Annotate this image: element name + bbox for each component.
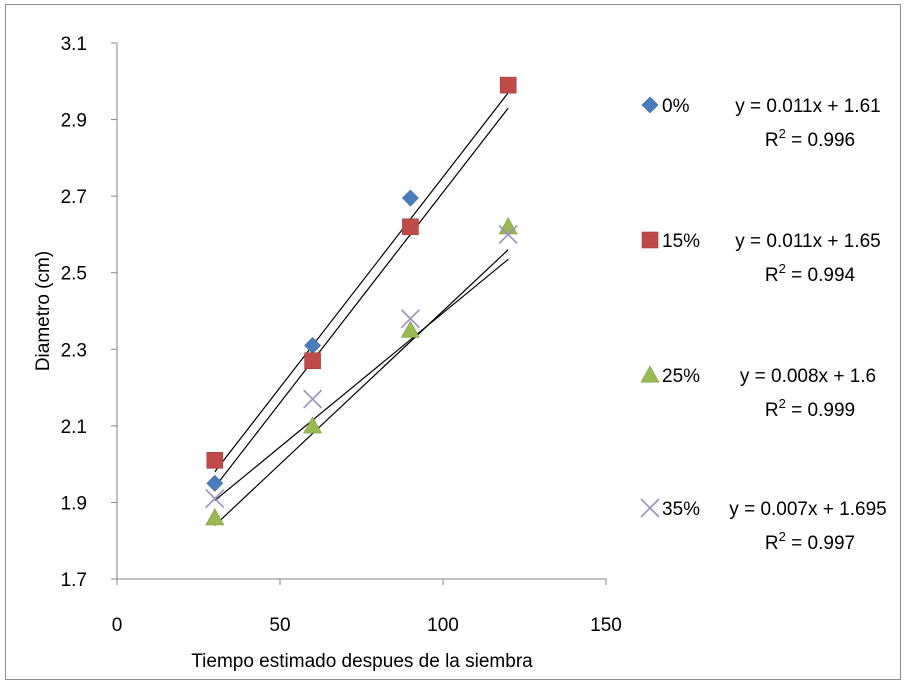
x-tick-label: 100 xyxy=(427,615,459,636)
legend-label: 0% xyxy=(662,96,690,117)
point-0pct-30 xyxy=(206,474,224,492)
point-35pct-30 xyxy=(205,489,225,509)
trendline-equation: y = 0.008x + 1.6 xyxy=(740,366,876,387)
y-tick-label: 2.1 xyxy=(61,417,87,438)
axes: 1.7 1.9 2.1 2.3 2.5 2.7 2.9 3.1 0 50 100 150 Tiempo … xyxy=(33,34,622,672)
legend-marker xyxy=(641,231,659,249)
trendline-25pct xyxy=(214,249,509,526)
point-15pct-60 xyxy=(304,352,321,370)
legend-entry-0pct: 0% y = 0.011x + 1.61 R2 = 0.996 xyxy=(641,96,881,151)
point-15pct-120 xyxy=(499,76,517,94)
trendline-equation: y = 0.011x + 1.65 xyxy=(735,231,880,252)
point-25pct-30 xyxy=(205,508,225,526)
point-0pct-60 xyxy=(304,337,322,354)
point-15pct-90 xyxy=(402,218,419,236)
r-squared-label: R2 = 0.994 xyxy=(765,261,856,286)
data-markers xyxy=(205,76,518,526)
legend-marker xyxy=(640,498,660,518)
r-squared-label: R2 = 0.996 xyxy=(765,126,855,151)
point-25pct-60 xyxy=(303,416,323,434)
trendline-35pct xyxy=(214,258,509,501)
trendline-15pct xyxy=(214,92,509,473)
legend-entry-35pct: 35% y = 0.007x + 1.695 R2 = 0.997 xyxy=(640,498,887,554)
point-0pct-90 xyxy=(401,189,419,207)
legend-label: 35% xyxy=(662,499,700,520)
legend: 0% y = 0.011x + 1.61 R2 = 0.996 15% y = 0.01… xyxy=(640,96,887,554)
y-tick-label: 3.1 xyxy=(61,34,87,55)
trendline-equation: y = 0.011x + 1.61 xyxy=(735,96,880,117)
r-squared-label: R2 = 0.997 xyxy=(765,529,855,554)
legend-entry-25pct: 25% y = 0.008x + 1.6 R2 = 0.999 xyxy=(640,365,876,421)
legend-label: 15% xyxy=(662,231,700,252)
legend-entry-15pct: 15% y = 0.011x + 1.65 R2 = 0.994 xyxy=(641,231,881,286)
trendlines xyxy=(214,92,509,526)
point-15pct-30 xyxy=(206,452,224,469)
point-25pct-120 xyxy=(498,217,518,235)
y-axis-title: Diametro (cm) xyxy=(33,251,54,371)
y-tick-label: 1.9 xyxy=(61,493,87,514)
legend-marker xyxy=(641,96,659,114)
x-axis-title: Tiempo estimado despues de la siembra xyxy=(191,651,533,672)
y-tick-label: 2.7 xyxy=(61,187,87,208)
legend-marker xyxy=(640,365,660,383)
y-tick-label: 2.9 xyxy=(61,111,87,132)
point-25pct-90 xyxy=(400,320,420,338)
trendline-0pct xyxy=(214,107,509,488)
point-35pct-60 xyxy=(303,389,323,409)
chart-frame xyxy=(5,4,901,680)
x-tick-label: 150 xyxy=(590,615,622,636)
y-tick-label: 2.5 xyxy=(61,264,87,285)
y-tick-label: 2.3 xyxy=(61,340,87,361)
legend-label: 25% xyxy=(662,366,700,387)
x-tick-label: 0 xyxy=(112,615,123,636)
point-35pct-90 xyxy=(400,309,420,329)
point-35pct-120 xyxy=(498,224,518,244)
r-squared-label: R2 = 0.999 xyxy=(765,396,855,421)
y-tick-label: 1.7 xyxy=(61,570,87,591)
trendline-equation: y = 0.007x + 1.695 xyxy=(729,499,886,520)
x-tick-label: 50 xyxy=(269,615,290,636)
